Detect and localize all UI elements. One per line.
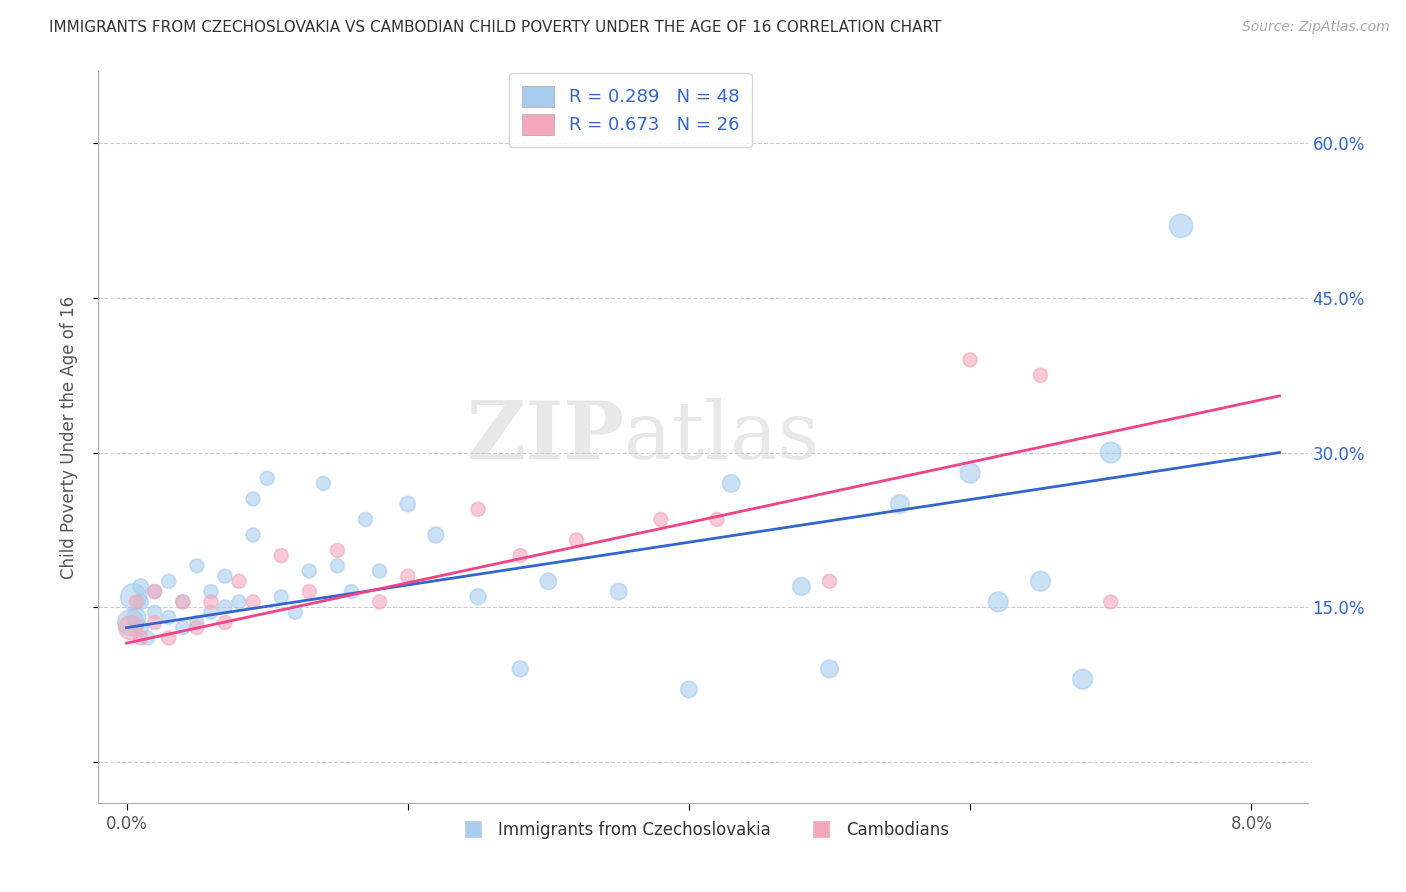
Point — [214, 600, 236, 615]
Point — [340, 584, 363, 599]
Point — [368, 564, 391, 578]
Point — [509, 662, 531, 676]
Point — [270, 590, 292, 604]
Point — [1071, 672, 1094, 686]
Point — [125, 610, 148, 624]
Point — [157, 610, 180, 624]
Point — [129, 579, 152, 593]
Point — [326, 558, 349, 573]
Point — [1099, 595, 1122, 609]
Point — [509, 549, 531, 563]
Point — [650, 512, 672, 526]
Point — [270, 549, 292, 563]
Point — [1029, 368, 1052, 383]
Point — [959, 352, 981, 367]
Point — [396, 569, 419, 583]
Point — [298, 584, 321, 599]
Point — [790, 579, 813, 593]
Point — [200, 605, 222, 619]
Point — [298, 564, 321, 578]
Point — [537, 574, 560, 589]
Point — [326, 543, 349, 558]
Point — [143, 584, 166, 599]
Point — [1099, 445, 1122, 459]
Text: IMMIGRANTS FROM CZECHOSLOVAKIA VS CAMBODIAN CHILD POVERTY UNDER THE AGE OF 16 CO: IMMIGRANTS FROM CZECHOSLOVAKIA VS CAMBOD… — [49, 20, 942, 35]
Point — [172, 621, 194, 635]
Point — [200, 584, 222, 599]
Y-axis label: Child Poverty Under the Age of 16: Child Poverty Under the Age of 16 — [59, 295, 77, 579]
Point — [312, 476, 335, 491]
Point — [228, 595, 250, 609]
Point — [186, 558, 208, 573]
Point — [136, 631, 159, 645]
Point — [122, 590, 145, 604]
Point — [818, 662, 841, 676]
Point — [284, 605, 307, 619]
Point — [396, 497, 419, 511]
Point — [200, 595, 222, 609]
Point — [143, 615, 166, 630]
Point — [368, 595, 391, 609]
Text: Source: ZipAtlas.com: Source: ZipAtlas.com — [1241, 20, 1389, 34]
Point — [818, 574, 841, 589]
Point — [565, 533, 588, 547]
Point — [467, 502, 489, 516]
Point — [120, 621, 142, 635]
Point — [720, 476, 742, 491]
Point — [354, 512, 377, 526]
Point — [425, 528, 447, 542]
Point — [120, 615, 142, 630]
Point — [987, 595, 1010, 609]
Point — [186, 615, 208, 630]
Point — [242, 528, 264, 542]
Point — [172, 595, 194, 609]
Point — [242, 595, 264, 609]
Point — [214, 615, 236, 630]
Point — [157, 631, 180, 645]
Point — [129, 631, 152, 645]
Point — [129, 595, 152, 609]
Point — [889, 497, 911, 511]
Point — [959, 466, 981, 480]
Point — [172, 595, 194, 609]
Point — [143, 605, 166, 619]
Point — [228, 574, 250, 589]
Point — [129, 621, 152, 635]
Text: ZIP: ZIP — [467, 398, 624, 476]
Text: atlas: atlas — [624, 398, 820, 476]
Legend: Immigrants from Czechoslovakia, Cambodians: Immigrants from Czechoslovakia, Cambodia… — [450, 814, 956, 846]
Point — [143, 584, 166, 599]
Point — [157, 574, 180, 589]
Point — [607, 584, 630, 599]
Point — [467, 590, 489, 604]
Point — [1170, 219, 1192, 233]
Point — [706, 512, 728, 526]
Point — [186, 621, 208, 635]
Point — [1029, 574, 1052, 589]
Point — [214, 569, 236, 583]
Point — [125, 595, 148, 609]
Point — [678, 682, 700, 697]
Point — [242, 491, 264, 506]
Point — [256, 471, 278, 485]
